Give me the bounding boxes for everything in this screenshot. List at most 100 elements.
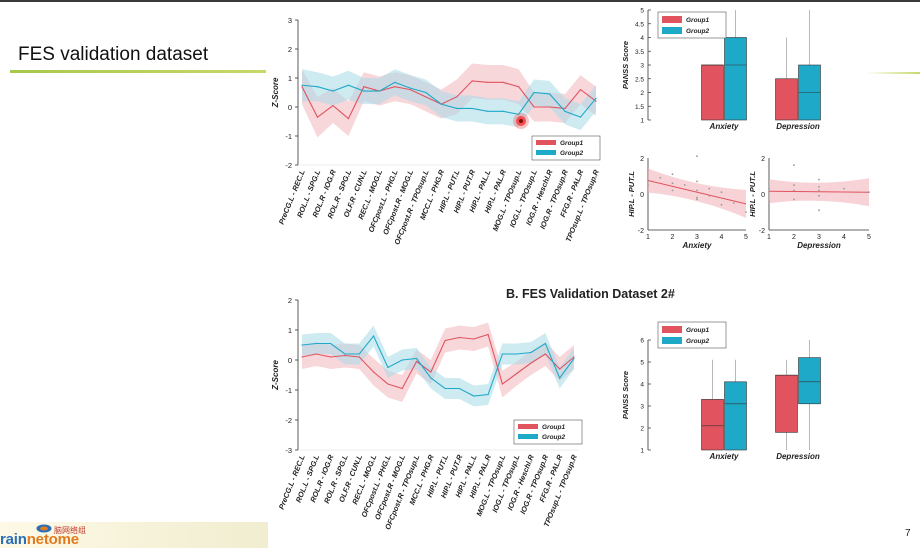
legend-swatch-group2 bbox=[536, 150, 556, 155]
group1-point bbox=[409, 89, 411, 91]
x-category-label: Anxiety bbox=[709, 452, 739, 461]
group1-point bbox=[301, 86, 303, 88]
group2-point bbox=[344, 353, 346, 355]
y-tick-label: 4 bbox=[640, 35, 644, 42]
group1-point bbox=[502, 81, 504, 83]
y-tick-label: 0 bbox=[288, 103, 292, 112]
group2-point bbox=[579, 116, 582, 118]
group1-point bbox=[544, 353, 546, 355]
group1-point bbox=[301, 356, 303, 358]
y-tick-label: -1 bbox=[285, 132, 292, 141]
group1-point bbox=[330, 356, 332, 358]
group2-point bbox=[394, 81, 396, 83]
group1-point bbox=[559, 368, 561, 370]
scatter-point bbox=[732, 202, 735, 204]
group2-point bbox=[332, 90, 334, 92]
group1-point bbox=[473, 338, 475, 340]
y-tick-label: 0 bbox=[761, 192, 765, 199]
fit-line bbox=[647, 180, 747, 205]
legend-swatch-group1 bbox=[536, 140, 556, 145]
x-tick-label: 5 bbox=[744, 234, 748, 241]
scatter-point bbox=[671, 173, 674, 176]
group1-point bbox=[564, 107, 566, 110]
scatter-point bbox=[793, 184, 795, 186]
group2-point bbox=[440, 103, 442, 105]
legend-label-group2: Group2 bbox=[542, 434, 565, 441]
group2-series-line bbox=[301, 81, 597, 118]
x-tick-label: 3 bbox=[695, 234, 699, 241]
x-tick-label: 3 bbox=[817, 234, 821, 241]
group1-point bbox=[444, 339, 446, 342]
scatter-point bbox=[768, 187, 770, 190]
scatter-point bbox=[708, 194, 711, 197]
group2-point bbox=[372, 335, 375, 337]
group2-box-depression bbox=[798, 357, 821, 405]
group1-point bbox=[415, 360, 418, 363]
scatter-point bbox=[818, 189, 820, 192]
section-b-title: B. FES Validation Dataset 2# bbox=[506, 287, 675, 301]
fit-line bbox=[768, 190, 870, 193]
group1-point bbox=[316, 116, 319, 118]
scatter-point bbox=[793, 164, 795, 167]
y-tick-label: 6 bbox=[640, 338, 644, 345]
group1-point bbox=[516, 372, 518, 375]
mouse-cursor-highlight bbox=[516, 116, 526, 126]
legend-swatch-group1 bbox=[662, 16, 682, 23]
group2-point bbox=[564, 110, 566, 112]
group2-point bbox=[548, 93, 551, 95]
x-category-label: Anxiety bbox=[709, 122, 739, 131]
x-tick-label: 1 bbox=[767, 234, 771, 241]
logo-chinese-text: 脑网络组 bbox=[54, 526, 86, 535]
group1-point bbox=[595, 100, 597, 102]
scatter-point bbox=[696, 155, 698, 158]
group2-point bbox=[430, 377, 432, 379]
legend-label-group2: Group2 bbox=[560, 150, 583, 157]
group1-series-line bbox=[301, 333, 575, 390]
scatter-point bbox=[696, 198, 698, 201]
group2-point bbox=[401, 359, 403, 361]
group2-point bbox=[595, 97, 597, 99]
y-tick-label: 2.5 bbox=[635, 76, 644, 83]
group2-box-anxiety bbox=[724, 381, 747, 451]
x-category-label: Depression bbox=[776, 122, 820, 131]
group2-point bbox=[347, 84, 350, 86]
legend-label-group1: Group1 bbox=[560, 140, 583, 147]
boxplot-chart-b: 1 2 3 4 5 6 PANSS Score Anxiety Depression Group1… bbox=[621, 321, 821, 461]
y-tick-label: 5 bbox=[640, 360, 644, 367]
x-tick-label: 4 bbox=[842, 234, 846, 241]
legend-swatch-group1 bbox=[662, 326, 682, 333]
group2-point bbox=[358, 353, 360, 355]
fit-confidence-band bbox=[648, 168, 746, 218]
legend-swatch-group2 bbox=[518, 434, 538, 439]
logo-text: rainnetome bbox=[0, 531, 79, 548]
legend-label-group1: Group1 bbox=[542, 424, 565, 431]
group1-point bbox=[487, 81, 489, 83]
y-tick-label: 1 bbox=[288, 326, 292, 335]
logo-text-part2: netome bbox=[26, 531, 79, 548]
y-axis-label: HIP.L - PUT.L bbox=[748, 171, 757, 217]
group2-point bbox=[516, 353, 518, 355]
group1-point bbox=[458, 336, 461, 339]
legend-swatch-group2 bbox=[662, 337, 682, 344]
group1-point bbox=[533, 106, 535, 108]
y-tick-label: 2 bbox=[288, 45, 292, 54]
group1-point bbox=[363, 86, 365, 88]
y-axis-label: Z-Score bbox=[271, 360, 280, 391]
y-tick-label: 4.5 bbox=[635, 21, 644, 28]
boxplot-chart-a: 1 1.5 2 2.5 3 3.5 4 4.5 5 PANSS Score Anxiety Depre… bbox=[621, 8, 821, 131]
legend-swatch-group2 bbox=[662, 27, 682, 34]
group2-point bbox=[502, 110, 504, 112]
group2-point bbox=[487, 110, 489, 112]
group2-point bbox=[533, 91, 535, 94]
y-tick-label: 2 bbox=[640, 156, 644, 163]
group1-box-depression bbox=[775, 374, 798, 433]
group2-point bbox=[471, 107, 473, 110]
x-tick-label: 2 bbox=[792, 234, 796, 241]
group2-point bbox=[415, 357, 418, 360]
group2-point bbox=[330, 342, 332, 345]
y-tick-label: 1 bbox=[640, 448, 644, 455]
group2-point bbox=[409, 87, 411, 89]
y-tick-label: -1 bbox=[285, 386, 292, 395]
